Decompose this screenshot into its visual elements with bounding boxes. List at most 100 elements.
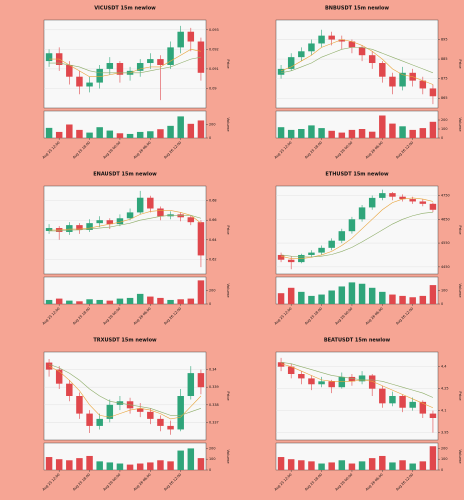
- y-tick-label: 4650: [441, 217, 450, 221]
- candle-body: [379, 388, 386, 404]
- candle-body: [147, 411, 154, 419]
- volume-bar: [298, 291, 305, 304]
- candle-body: [348, 376, 356, 382]
- y-tick-label: 0.093: [209, 28, 219, 32]
- y-tick-label: 4450: [441, 265, 450, 269]
- y-tick-label: 4750: [441, 194, 450, 198]
- volume-bar: [399, 295, 406, 304]
- moving-average-line: [48, 364, 202, 416]
- candle-body: [328, 240, 335, 248]
- candle-body: [328, 381, 335, 388]
- volume-bar: [358, 129, 366, 138]
- x-tick-label: Aug 26 00:00: [334, 473, 353, 492]
- volume-bar: [368, 287, 376, 304]
- y-tick-label: 4.1: [441, 409, 446, 413]
- candle-body: [157, 418, 164, 426]
- volume-bar: [298, 129, 305, 138]
- chart-panel: TRXUSDT 15m newlow 0.337 0.338 0.339 0.34 0 10…: [42, 338, 231, 492]
- y-tick-label: 0.091: [209, 67, 219, 71]
- volume-bar: [308, 461, 315, 470]
- volume-bar: [338, 460, 346, 470]
- candle-body: [76, 396, 83, 414]
- candle-body: [187, 31, 195, 42]
- candle-body: [167, 47, 174, 65]
- volume-bar: [66, 300, 73, 304]
- volume-bar: [86, 455, 93, 470]
- y-tick-label: 4.25: [441, 387, 449, 391]
- volume-bar: [86, 299, 93, 304]
- volume-bar: [96, 299, 103, 304]
- volume-bar: [358, 283, 366, 304]
- candle-body: [147, 59, 154, 64]
- volume-bar: [147, 131, 154, 138]
- candle-body: [409, 199, 416, 202]
- volume-bar: [308, 125, 315, 138]
- volume-bar: [389, 294, 396, 304]
- moving-average-line: [280, 197, 434, 259]
- volume-bar: [287, 129, 295, 138]
- candle-body: [277, 254, 285, 260]
- volume-bar: [368, 458, 376, 470]
- candle-body: [287, 366, 295, 374]
- candle-body: [389, 76, 396, 87]
- x-tick-label: Aug 25 12:00: [274, 141, 293, 160]
- chart-panel: BNBUSDT 15m newlow 865 875 885 895 0 100 200 Pri…: [274, 6, 463, 160]
- candle-body: [429, 88, 437, 97]
- candle-body: [287, 57, 295, 69]
- candle-body: [358, 375, 366, 382]
- volume-bar: [328, 462, 335, 470]
- volume-tick-label: 100: [209, 457, 215, 461]
- volume-bar: [136, 131, 144, 138]
- candle-body: [368, 375, 376, 389]
- x-tick-label: Aug 26 00:00: [102, 473, 121, 492]
- volume-bar: [409, 129, 416, 138]
- x-tick-label: Aug 26 12:00: [395, 307, 414, 326]
- volume-bar: [368, 131, 376, 138]
- candle-body: [66, 64, 73, 77]
- candle-body: [96, 418, 103, 426]
- price-panel: [275, 19, 439, 109]
- volume-bar: [126, 133, 134, 138]
- candle-body: [308, 252, 315, 255]
- volume-bar: [419, 128, 427, 138]
- volume-bar: [106, 300, 114, 304]
- y-tick-label: 0.337: [209, 420, 219, 424]
- x-tick-label: Aug 26 06:00: [133, 141, 152, 160]
- volume-bar: [389, 462, 396, 470]
- volume-bar: [66, 460, 73, 470]
- candle-body: [187, 217, 195, 223]
- candle-body: [429, 413, 437, 418]
- volume-bar: [399, 126, 406, 138]
- volume-bar: [399, 460, 406, 470]
- candle-body: [157, 59, 164, 65]
- moving-average-line: [49, 210, 202, 231]
- volume-tick-label: 200: [441, 118, 447, 122]
- chart-title: TRXUSDT 15m newlow: [93, 338, 157, 344]
- candle-body: [177, 214, 184, 218]
- volume-bar: [187, 448, 195, 470]
- y-tick-label: 875: [441, 77, 447, 81]
- x-tick-label: Aug 25 12:00: [274, 307, 293, 326]
- candle-body: [76, 76, 83, 87]
- moving-average-line: [280, 39, 434, 85]
- volume-bar: [187, 123, 195, 138]
- candle-body: [106, 404, 114, 419]
- volume-bar: [308, 295, 315, 304]
- moving-average-line: [49, 215, 202, 232]
- volume-axis-label: Volume: [458, 283, 463, 298]
- volume-bar: [45, 457, 53, 470]
- volume-bar: [197, 458, 205, 470]
- y-axis-label: Price: [226, 59, 231, 69]
- candle-body: [399, 196, 406, 200]
- candle-body: [86, 82, 93, 87]
- volume-bar: [419, 461, 427, 470]
- volume-bar: [55, 131, 63, 138]
- x-tick-label: Aug 26 12:00: [163, 141, 182, 160]
- candle-body: [338, 231, 346, 241]
- volume-bar: [157, 129, 164, 138]
- volume-bar: [55, 298, 63, 304]
- y-tick-label: 0.338: [209, 403, 219, 407]
- x-tick-label: Aug 26 00:00: [334, 141, 353, 160]
- candle-body: [116, 218, 124, 225]
